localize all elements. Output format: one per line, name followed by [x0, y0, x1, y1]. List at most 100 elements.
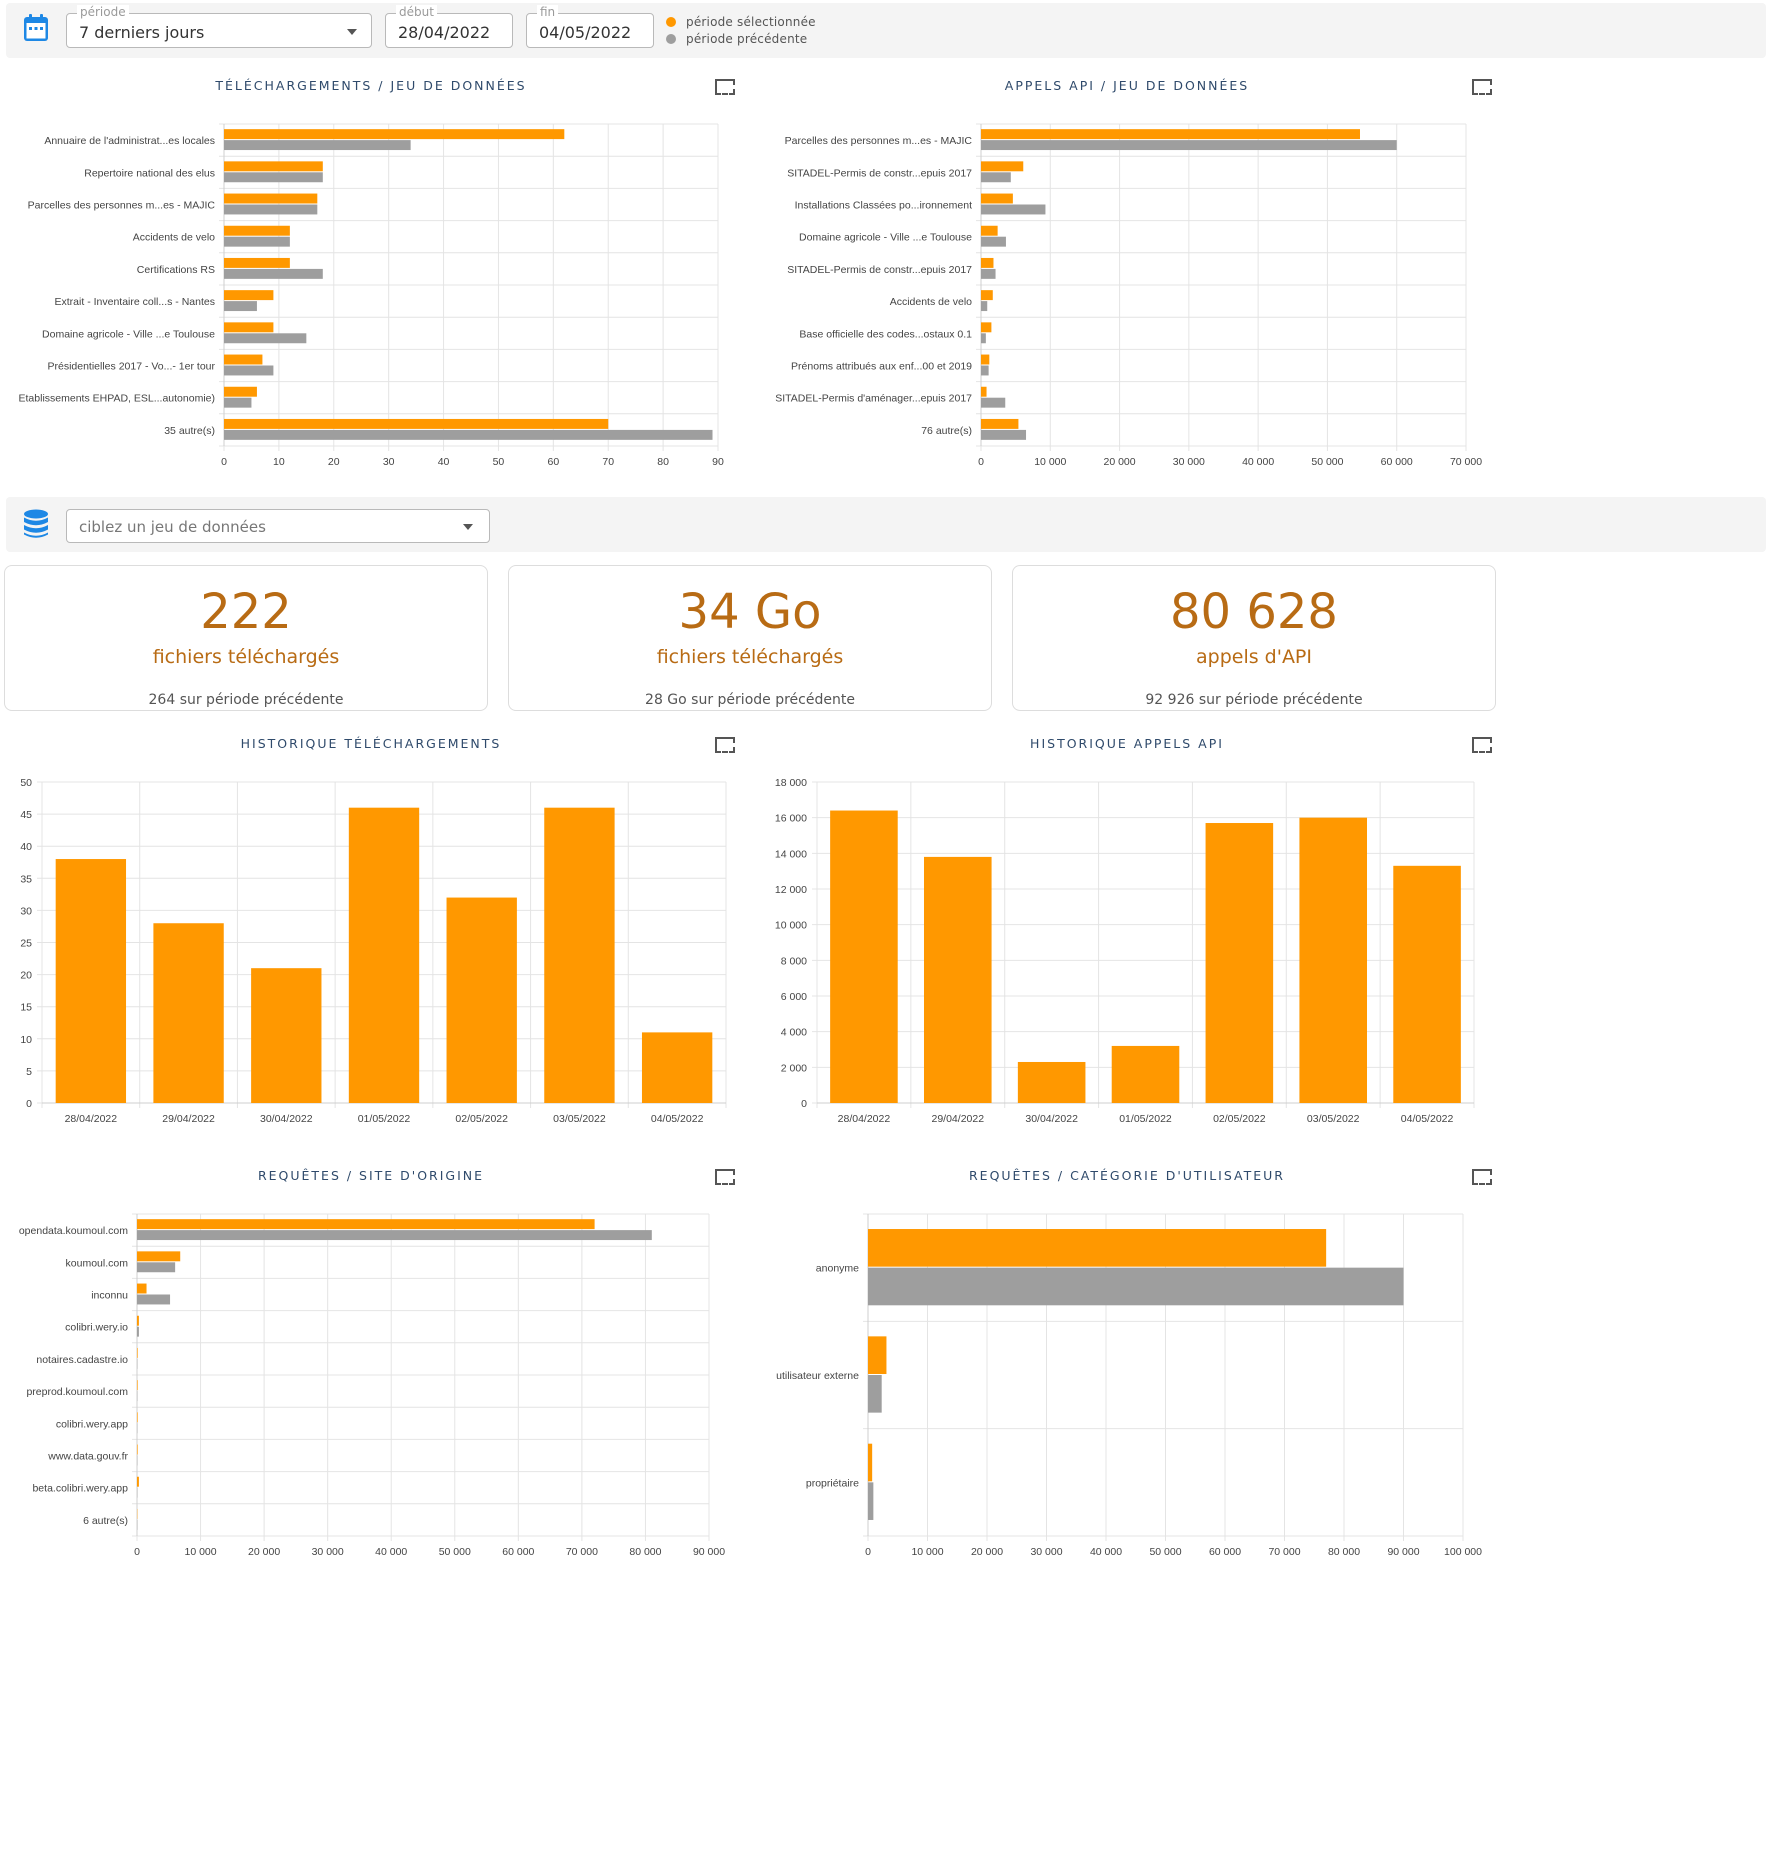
- dataset-select[interactable]: ciblez un jeu de données: [66, 509, 490, 543]
- start-date-field[interactable]: début 28/04/2022: [385, 5, 513, 48]
- x-tick-label: 02/05/2022: [455, 1113, 508, 1125]
- y-tick-label: 45: [20, 809, 32, 821]
- bar: [224, 397, 252, 408]
- chart-title-requests-by-origin: REQUÊTES / SITE D'ORIGINE: [257, 1168, 485, 1183]
- legend-selected-period: période sélectionnée: [666, 15, 816, 29]
- bar: [137, 1251, 181, 1262]
- y-tick-label: 30: [20, 905, 32, 917]
- bar: [981, 225, 998, 236]
- bar: [224, 354, 263, 365]
- bar: [137, 1294, 171, 1305]
- x-tick-label: 10 000: [1034, 456, 1066, 468]
- y-tick-label: 0: [26, 1098, 32, 1110]
- kpi-api-calls-label: appels d'API: [1195, 646, 1312, 668]
- x-tick-label: 50 000: [1311, 456, 1343, 468]
- bar: [868, 1375, 882, 1413]
- bar: [1205, 823, 1274, 1103]
- bar: [981, 268, 996, 279]
- kpi-card-api-calls: 80 628 appels d'API 92 926 sur période p…: [1012, 565, 1496, 711]
- legend-previous-swatch: [666, 34, 676, 44]
- y-tick-label: inconnu: [91, 1290, 128, 1302]
- bar: [137, 1476, 139, 1487]
- bar: [251, 968, 322, 1103]
- fullscreen-icon[interactable]: [1472, 737, 1492, 753]
- chart-requests-by-origin: 0 10 000 20 000 30 000 40 000 50 000 60 000 70 …: [19, 1213, 725, 1558]
- fullscreen-icon[interactable]: [1472, 79, 1492, 95]
- period-select[interactable]: période 7 derniers jours: [66, 5, 372, 48]
- y-tick-label: beta.colibri.wery.app: [32, 1483, 128, 1495]
- legend-previous-period: période précédente: [666, 32, 807, 46]
- fullscreen-icon[interactable]: [715, 737, 735, 753]
- y-tick-label: opendata.koumoul.com: [19, 1225, 128, 1237]
- chevron-down-icon: [463, 524, 473, 530]
- bar: [981, 386, 987, 397]
- y-tick-label: koumoul.com: [66, 1257, 129, 1269]
- y-tick-label: Parcelles des personnes m...es - MAJIC: [28, 200, 216, 212]
- kpi-volume-label: fichiers téléchargés: [656, 646, 844, 668]
- x-tick-label: 30 000: [312, 1546, 344, 1558]
- x-tick-label: 28/04/2022: [838, 1113, 891, 1125]
- bar: [224, 172, 323, 183]
- bar: [981, 172, 1011, 183]
- y-tick-label: Repertoire national des elus: [84, 167, 215, 179]
- database-icon: [23, 509, 49, 543]
- bar: [224, 268, 323, 279]
- y-tick-label: 16 000: [775, 813, 807, 825]
- y-tick-label: Accidents de velo: [890, 296, 972, 308]
- end-date-legend: fin: [537, 5, 559, 19]
- y-tick-label: 10 000: [775, 920, 807, 932]
- legend-previous-label: période précédente: [686, 32, 808, 46]
- x-tick-label: 90: [712, 456, 724, 468]
- y-tick-label: 35: [20, 873, 32, 885]
- bar: [224, 129, 565, 140]
- bar: [137, 1219, 595, 1230]
- kpi-volume-previous: 28 Go sur période précédente: [645, 692, 855, 708]
- x-tick-label: 60 000: [1381, 456, 1413, 468]
- chart-downloads-by-dataset: 0 10 20 30 40 50 60 70 80 90 Annuaire de l'adminis…: [19, 123, 724, 468]
- bar: [981, 140, 1397, 151]
- y-tick-label: 15: [20, 1002, 32, 1014]
- chart-requests-by-user-category: 0 10 000 20 000 30 000 40 000 50 000 60 000 70 …: [776, 1213, 1482, 1558]
- legend-selected-swatch: [666, 17, 676, 27]
- fullscreen-icon[interactable]: [715, 79, 735, 95]
- bar: [981, 257, 994, 268]
- y-tick-label: 4 000: [781, 1027, 807, 1039]
- bar: [981, 129, 1360, 140]
- kpi-downloads-label: fichiers téléchargés: [152, 646, 340, 668]
- end-date-field[interactable]: fin 04/05/2022: [526, 5, 654, 48]
- x-tick-label: 30: [383, 456, 395, 468]
- bar: [137, 1283, 147, 1294]
- chart-title-downloads-history: HISTORIQUE TÉLÉCHARGEMENTS: [240, 736, 502, 751]
- y-tick-label: 40: [20, 841, 32, 853]
- x-tick-label: 60 000: [502, 1546, 534, 1558]
- bar: [224, 204, 318, 215]
- bar: [868, 1443, 873, 1482]
- bar: [1111, 1045, 1180, 1103]
- x-tick-label: 20 000: [248, 1546, 280, 1558]
- bar: [981, 365, 989, 376]
- x-tick-label: 03/05/2022: [1307, 1113, 1360, 1125]
- x-tick-label: 60 000: [1209, 1546, 1241, 1558]
- bar: [137, 1444, 138, 1455]
- chart-api-history: 0 2 000 4 000 6 000 8 000 10 000 12 000 14 000 1…: [775, 777, 1475, 1125]
- bar: [868, 1482, 874, 1520]
- bar: [868, 1267, 1404, 1306]
- x-tick-label: 40: [438, 456, 450, 468]
- kpi-card-volume: 34 Go fichiers téléchargés 28 Go sur pér…: [508, 565, 992, 711]
- y-tick-label: Parcelles des personnes m...es - MAJIC: [785, 135, 973, 147]
- bar: [224, 333, 307, 344]
- y-tick-label: 12 000: [775, 884, 807, 896]
- bar: [1017, 1061, 1086, 1103]
- calendar-icon[interactable]: [22, 13, 50, 47]
- bar: [224, 386, 257, 397]
- y-tick-label: 0: [801, 1098, 807, 1110]
- bar: [1299, 817, 1368, 1103]
- x-tick-label: 70 000: [1268, 1546, 1300, 1558]
- x-tick-label: 01/05/2022: [1119, 1113, 1172, 1125]
- y-tick-label: Extrait - Inventaire coll...s - Nantes: [55, 296, 215, 308]
- bar: [981, 397, 1006, 408]
- fullscreen-icon[interactable]: [715, 1169, 735, 1185]
- fullscreen-icon[interactable]: [1472, 1169, 1492, 1185]
- y-tick-label: preprod.koumoul.com: [26, 1386, 128, 1398]
- y-tick-label: Accidents de velo: [133, 232, 215, 244]
